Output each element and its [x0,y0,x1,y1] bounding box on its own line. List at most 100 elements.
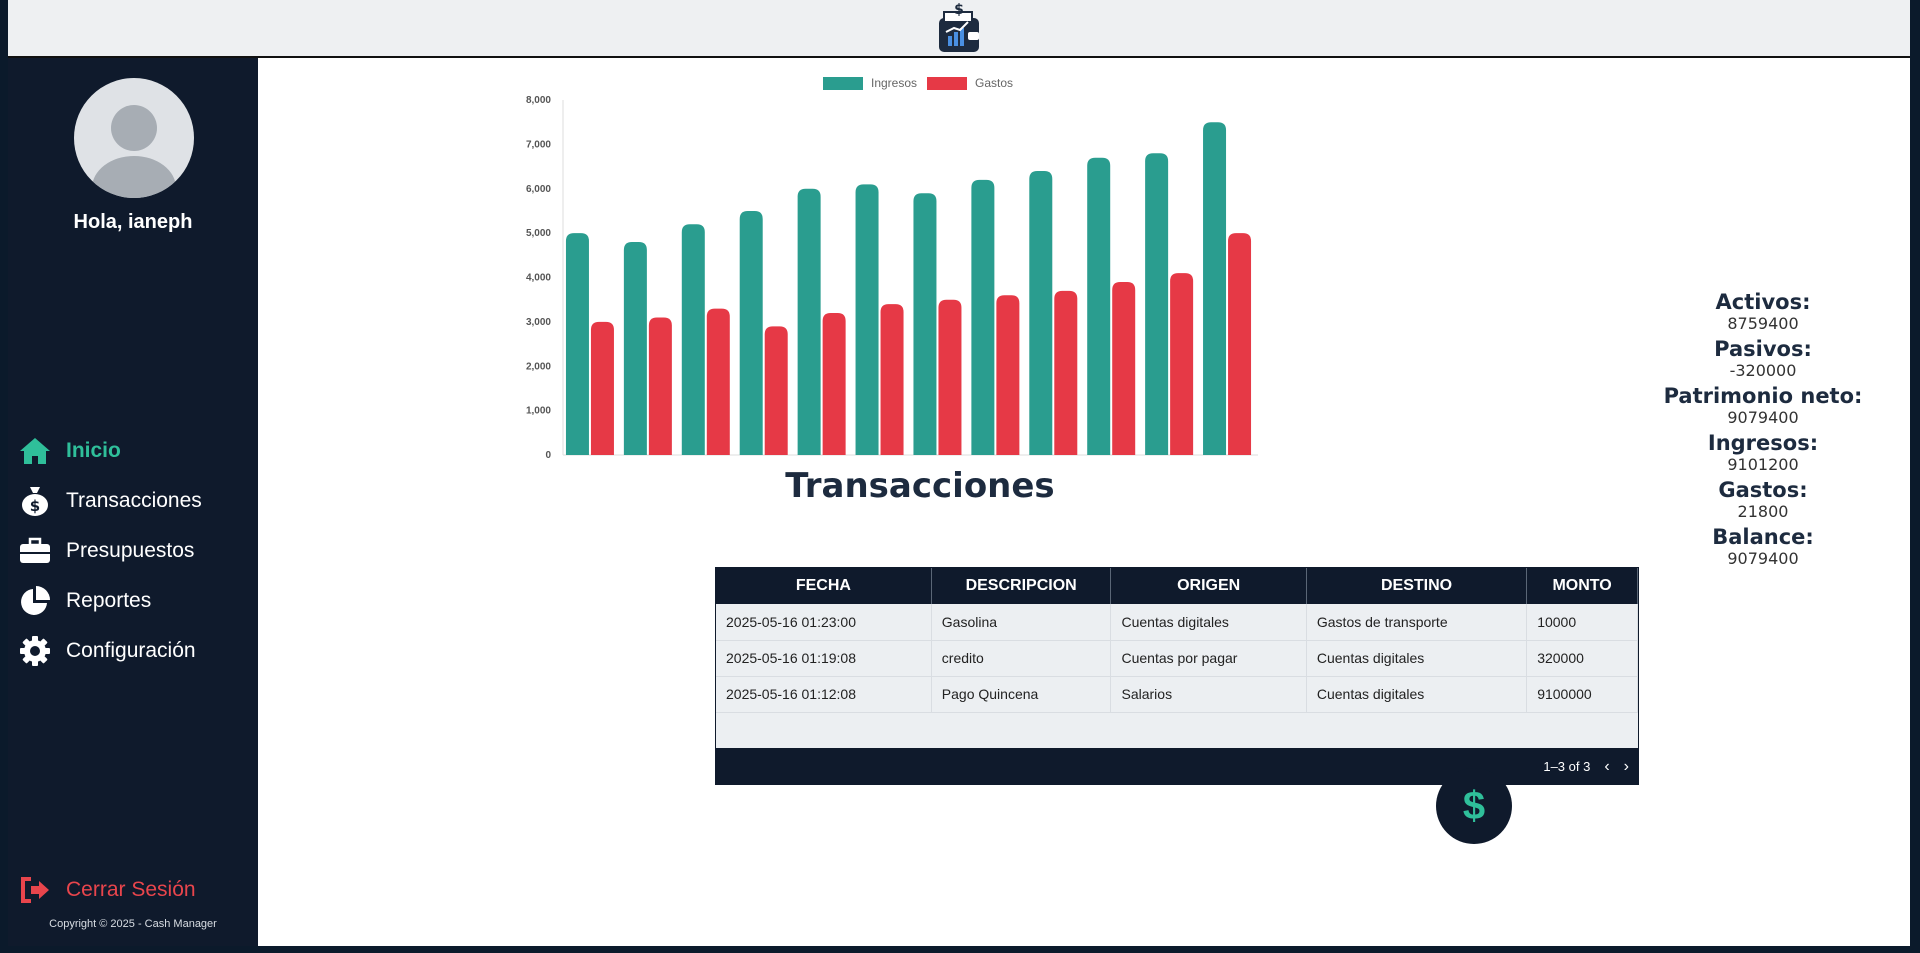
bar-gastos[interactable] [1228,233,1252,455]
bar-ingresos[interactable] [1087,157,1111,455]
bar-gastos[interactable] [1054,290,1078,455]
bar-gastos[interactable] [880,304,904,455]
bar-ingresos[interactable] [971,179,995,455]
logout-button[interactable]: Cerrar Sesión [18,873,196,907]
bar-ingresos[interactable] [855,184,879,455]
money-bag-icon: $ [18,484,52,518]
bar-gastos[interactable] [648,317,672,455]
app-frame [8,0,1910,946]
legend-label: Ingresos [871,76,918,90]
summary-value-balance: 9079400 [1727,549,1799,568]
legend-entry-gastos[interactable]: Gastos [927,76,1013,90]
income-expense-bar-chart: 0 1,000 2,000 3,000 4,000 5,000 6,000 7,000 8,00… [526,95,1258,461]
column-header-destino[interactable]: DESTINO [1306,568,1528,604]
bar-gastos[interactable] [822,313,846,455]
legend-entry-ingresos[interactable]: Ingresos [823,76,917,90]
bar-ingresos[interactable] [797,188,821,455]
column-header-origen[interactable]: ORIGEN [1110,568,1307,604]
y-tick-label: 3,000 [526,317,551,328]
column-header-fecha[interactable]: FECHA [716,568,932,604]
bar-gastos[interactable] [1112,281,1136,455]
bar-gastos[interactable] [590,321,614,455]
dollar-icon: $ [1462,783,1486,828]
y-tick-label: 5,000 [526,228,551,239]
user-silhouette-icon [92,105,176,198]
bar-gastos[interactable] [706,308,730,455]
bar-ingresos[interactable] [739,210,763,455]
greeting: Hola, ianeph [73,211,193,233]
summary-value-ingresos: 9101200 [1727,455,1799,474]
bar-gastos[interactable] [1170,273,1194,455]
svg-text:$: $ [30,497,40,515]
cell-monto: 10000 [1526,604,1638,641]
cell-fecha: 2025-05-16 01:19:08 [716,640,932,677]
cell-fecha: 2025-05-16 01:12:08 [716,676,932,713]
bar-ingresos[interactable] [681,224,705,455]
prev-page-button[interactable]: ‹ [1604,757,1610,775]
bar-gastos[interactable] [938,299,962,455]
main-content: Ingresos Gastos 0 1,000 2,000 3,000 4,000 5,0… [258,58,1910,946]
cell-origen: Cuentas digitales [1110,604,1307,641]
column-header-descripcion[interactable]: DESCRIPCION [931,568,1112,604]
summary-value-pasivos: -320000 [1729,361,1797,380]
cell-descripcion: Pago Quincena [931,676,1112,713]
sidebar-item-label: Configuración [66,639,196,662]
gear-icon [18,634,52,668]
summary-label-gastos: Gastos: [1718,478,1808,502]
cell-destino: Cuentas digitales [1306,640,1528,677]
briefcase-icon [18,534,52,568]
sidebar-item-label: Inicio [66,439,121,462]
cell-descripcion: Gasolina [931,604,1112,641]
sidebar: Hola, ianeph Inicio $ Transacciones Pres… [8,58,258,946]
bar-ingresos[interactable] [623,242,647,455]
y-tick-label: 4,000 [526,273,551,284]
summary-value-activos: 8759400 [1727,314,1799,333]
table-row[interactable]: 2025-05-16 01:19:08 credito Cuentas por … [716,640,1638,677]
cell-origen: Cuentas por pagar [1110,640,1307,677]
summary-value-patrimonio: 9079400 [1727,408,1799,427]
wallet-logo-icon: $ [939,2,979,52]
sidebar-item-inicio[interactable]: Inicio [18,426,253,476]
summary-label-patrimonio: Patrimonio neto: [1663,384,1863,408]
sidebar-item-configuracion[interactable]: Configuración [18,626,253,676]
bar-ingresos[interactable] [913,193,937,455]
legend-swatch-gastos [927,76,968,90]
cell-fecha: 2025-05-16 01:23:00 [716,604,932,641]
avatar[interactable] [74,78,194,198]
sidebar-item-presupuestos[interactable]: Presupuestos [18,526,253,576]
add-transaction-button[interactable]: $ [1436,768,1512,844]
table-row[interactable]: 2025-05-16 01:23:00 Gasolina Cuentas dig… [716,604,1638,641]
cell-destino: Gastos de transporte [1306,604,1528,641]
cell-origen: Salarios [1110,676,1307,713]
bar-ingresos[interactable] [1203,122,1227,455]
legend-swatch-ingresos [823,76,863,90]
y-tick-label: 6,000 [526,184,551,195]
cell-monto: 320000 [1526,640,1638,677]
sidebar-item-label: Presupuestos [66,539,195,562]
bar-gastos[interactable] [996,295,1020,455]
sign-out-icon [18,873,52,907]
svg-text:$: $ [954,2,964,18]
bar-ingresos[interactable] [1029,171,1053,455]
legend-label: Gastos [975,76,1014,90]
y-tick-label: 1,000 [526,406,551,417]
transactions-title: Transacciones [785,466,1055,506]
pagination-label: 1–3 of 3 [1543,759,1591,774]
copyright: Copyright © 2025 - Cash Manager [49,918,217,930]
bar-ingresos[interactable] [565,233,589,455]
y-tick-label: 7,000 [526,139,551,150]
next-page-button[interactable]: › [1623,757,1629,775]
sidebar-item-reportes[interactable]: Reportes [18,576,253,626]
column-header-monto[interactable]: MONTO [1526,568,1638,604]
table-header-row: FECHA DESCRIPCION ORIGEN DESTINO MONTO [716,568,1638,604]
financial-summary: Activos: 8759400 Pasivos: -320000 Patrim… [1638,288,1888,572]
summary-label-ingresos: Ingresos: [1707,431,1819,455]
y-tick-label: 8,000 [526,95,551,106]
y-tick-label: 0 [545,450,551,461]
sidebar-item-transacciones[interactable]: $ Transacciones [18,476,253,526]
bar-ingresos[interactable] [1145,153,1169,455]
table-row[interactable]: 2025-05-16 01:12:08 Pago Quincena Salari… [716,676,1638,713]
bar-gastos[interactable] [764,326,788,455]
cell-descripcion: credito [931,640,1112,677]
sidebar-item-label: Transacciones [66,489,202,512]
